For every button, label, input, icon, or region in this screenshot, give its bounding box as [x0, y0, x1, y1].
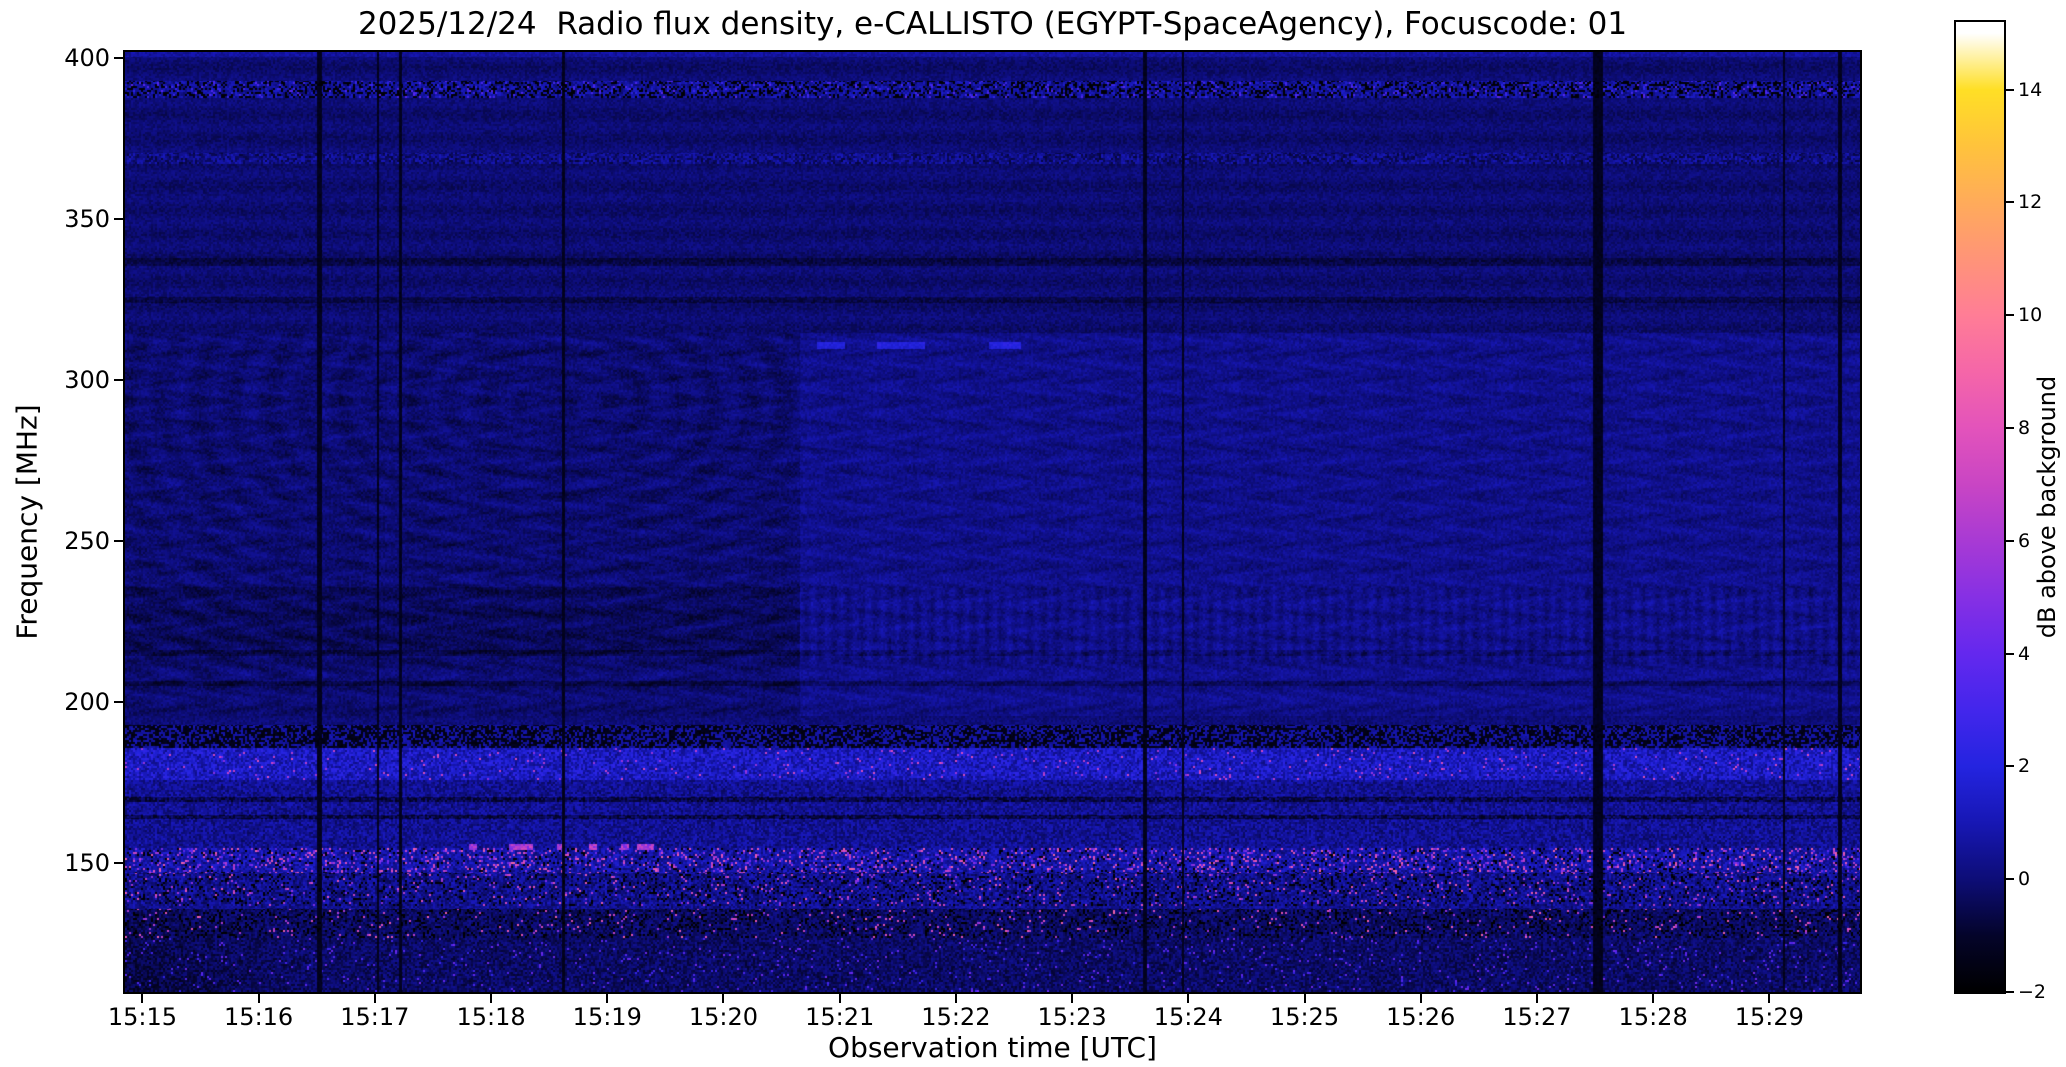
x-tick-mark [1187, 994, 1190, 1003]
x-tick-label: 15:21 [805, 1003, 875, 1031]
x-tick-label: 15:16 [224, 1003, 294, 1031]
x-axis-label: Observation time [UTC] [828, 1031, 1157, 1064]
x-tick-label: 15:25 [1269, 1003, 1340, 1031]
colorbar-tick-label: 2 [2018, 755, 2031, 778]
colorbar-tick-mark [2006, 991, 2014, 993]
x-tick-label: 15:17 [340, 1003, 410, 1031]
plot-area [123, 50, 1862, 994]
x-tick-mark [606, 994, 609, 1003]
colorbar-tick-label: 8 [2018, 417, 2031, 440]
x-tick-label: 15:18 [456, 1003, 526, 1031]
x-tick-label: 15:28 [1618, 1003, 1688, 1031]
colorbar-tick-mark [2006, 427, 2014, 430]
x-tick-mark [1071, 994, 1074, 1003]
x-tick-mark [1652, 994, 1655, 1003]
y-tick-mark [114, 57, 123, 60]
colorbar-tick-label: 4 [2018, 642, 2031, 665]
colorbar-tick-mark [2006, 314, 2014, 317]
x-tick-label: 15:19 [572, 1003, 642, 1031]
colorbar-tick-mark [2006, 88, 2014, 91]
x-tick-mark [1768, 994, 1771, 1003]
colorbar-tick-mark [2006, 539, 2014, 542]
x-tick-label: 15:20 [688, 1003, 759, 1031]
x-tick-mark [954, 994, 957, 1003]
y-tick-label: 200 [64, 688, 110, 717]
colorbar-tick-mark [2006, 652, 2014, 655]
colorbar-tick-mark [2006, 878, 2014, 881]
y-tick-mark [114, 540, 123, 543]
x-tick-mark [722, 994, 725, 1003]
y-tick-mark [114, 379, 123, 382]
x-tick-label: 15:26 [1386, 1003, 1456, 1031]
spectrogram-canvas [125, 52, 1860, 992]
x-tick-mark [373, 994, 376, 1003]
x-tick-label: 15:29 [1734, 1003, 1804, 1031]
x-tick-mark [838, 994, 841, 1003]
x-tick-label: 15:24 [1153, 1003, 1223, 1031]
y-tick-label: 150 [64, 849, 110, 878]
colorbar-tick-label: 10 [2018, 304, 2043, 327]
x-tick-label: 15:27 [1502, 1003, 1572, 1031]
x-tick-mark [1535, 994, 1538, 1003]
y-axis-label: Frequency [MHz] [10, 404, 44, 640]
x-tick-mark [141, 994, 144, 1003]
x-tick-mark [490, 994, 493, 1003]
y-tick-label: 350 [64, 205, 110, 234]
y-tick-label: 400 [64, 44, 110, 73]
colorbar-tick-mark [2006, 765, 2014, 768]
colorbar-gradient [1956, 22, 2004, 992]
colorbar-tick-label: 0 [2018, 868, 2031, 891]
colorbar-tick-label: 14 [2018, 78, 2043, 101]
x-tick-label: 15:22 [921, 1003, 991, 1031]
colorbar [1954, 20, 2006, 994]
colorbar-tick-label: 12 [2018, 191, 2043, 214]
y-tick-mark [114, 218, 123, 221]
colorbar-tick-mark [2006, 201, 2014, 204]
x-tick-label: 15:23 [1037, 1003, 1107, 1031]
y-tick-label: 250 [64, 527, 110, 556]
x-tick-mark [1419, 994, 1422, 1003]
colorbar-tick-label: 6 [2018, 529, 2031, 552]
x-tick-mark [257, 994, 260, 1003]
y-tick-mark [114, 862, 123, 865]
y-tick-mark [114, 701, 123, 704]
x-tick-mark [1303, 994, 1306, 1003]
colorbar-tick-label: −2 [2018, 981, 2047, 1003]
chart-title: 2025/12/24 Radio flux density, e-CALLIST… [357, 6, 1628, 42]
x-tick-label: 15:15 [107, 1003, 177, 1031]
y-tick-label: 300 [64, 366, 110, 395]
